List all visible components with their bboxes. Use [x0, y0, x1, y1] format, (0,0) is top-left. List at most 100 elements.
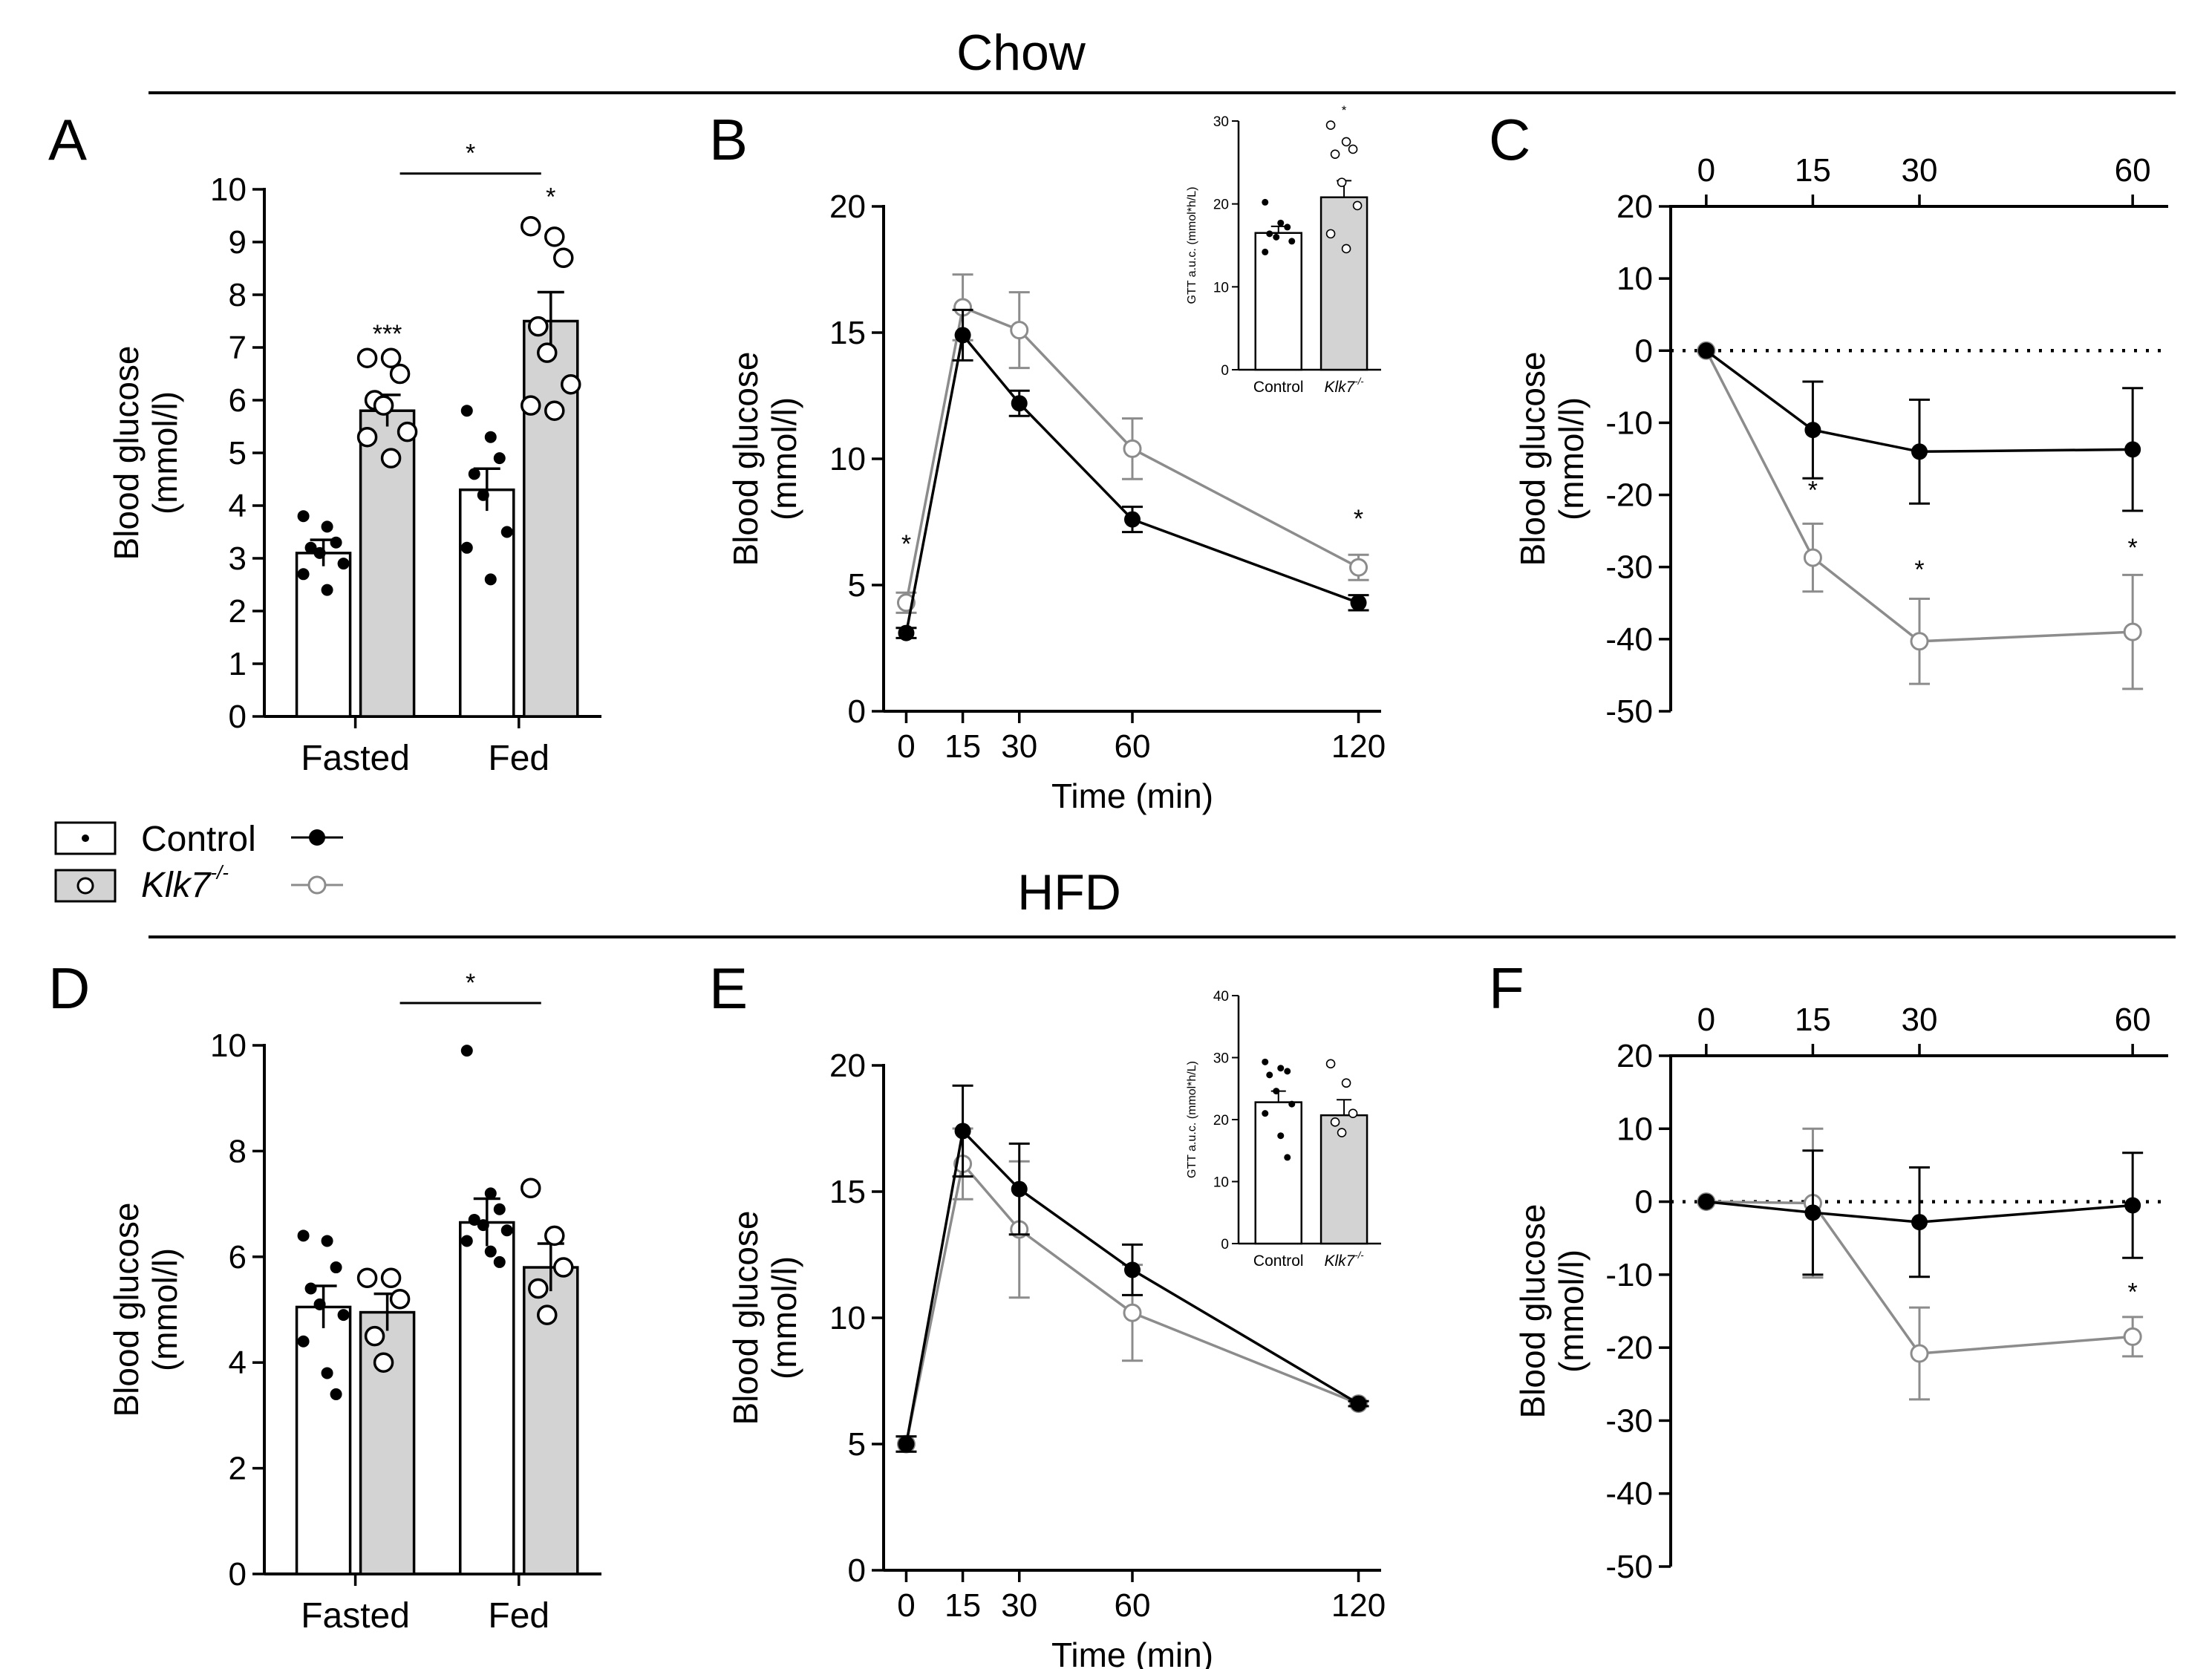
- legend-klk7-superscript: -/-: [210, 861, 229, 884]
- inset-data-point-klk7: [1337, 1128, 1347, 1137]
- data-point-control: [484, 573, 497, 586]
- series-line-klk7: [1706, 1200, 2133, 1355]
- inset-y-tick-label: 0: [1221, 1237, 1229, 1252]
- data-point-control: [1124, 1261, 1141, 1278]
- data-point-control: [1350, 594, 1367, 611]
- y-tick-label: 5: [848, 567, 866, 604]
- data-point-control: [297, 1335, 310, 1348]
- data-point-klk7: [1123, 439, 1142, 458]
- data-point-klk7: [380, 347, 402, 368]
- data-point-klk7: [364, 1325, 385, 1347]
- significance-star: *: [1354, 505, 1363, 533]
- y-axis-label-line1: Blood glucose: [107, 346, 146, 561]
- x-tick-label: 120: [1331, 1587, 1386, 1624]
- data-point-control: [468, 468, 480, 480]
- inset-data-point-control: [1273, 1088, 1280, 1095]
- y-tick-label: 0: [848, 1552, 866, 1589]
- y-axis-label-line2: (mmol/l): [146, 391, 184, 515]
- legend-klk7-swatch-dot: [76, 877, 94, 895]
- data-point-control: [313, 1298, 326, 1310]
- inset-data-point-control: [1288, 238, 1296, 245]
- data-point-control: [477, 1219, 489, 1232]
- inset-data-point-klk7: [1341, 137, 1351, 147]
- x-tick-label: 0: [897, 728, 915, 765]
- data-point-klk7: [561, 373, 581, 395]
- x-tick-label: 30: [1001, 1587, 1037, 1624]
- data-point-control: [1697, 342, 1715, 359]
- y-tick-label: 10: [1616, 1111, 1653, 1147]
- data-point-klk7: [528, 316, 549, 337]
- data-point-control: [1011, 1180, 1028, 1198]
- data-point-control: [337, 558, 350, 570]
- inset-y-tick-label: 30: [1213, 114, 1229, 130]
- inset-y-tick-label: 0: [1221, 363, 1229, 379]
- data-point-control: [297, 1229, 310, 1242]
- y-tick-label: 0: [848, 693, 866, 730]
- inset-data-point-control: [1262, 198, 1269, 206]
- significance-star: *: [1808, 476, 1818, 504]
- data-point-control: [321, 1235, 333, 1247]
- data-point-control: [484, 1245, 497, 1258]
- data-point-klk7: [373, 395, 394, 416]
- panel-a: A Blood glucose (mmol/l) 0 1 2 3 4 5 6 7 8 9 10 Fasted…: [48, 107, 601, 778]
- y-tick-label: 5: [848, 1426, 866, 1463]
- inset-data-point-control: [1277, 1065, 1285, 1072]
- y-tick-label: 10: [1616, 261, 1653, 297]
- data-point-control: [1804, 1204, 1821, 1221]
- significance-star: *: [901, 530, 911, 558]
- y-tick-label: 0: [1635, 1184, 1653, 1221]
- data-point-klk7: [1123, 1303, 1142, 1322]
- data-point-klk7: [380, 448, 402, 468]
- chow-header: Chow: [956, 25, 1086, 81]
- inset-bar-control: [1254, 1101, 1303, 1245]
- data-point-klk7: [1910, 1344, 1929, 1363]
- inset-data-point-klk7: [1341, 244, 1351, 254]
- data-point-control: [460, 541, 473, 554]
- x-tick-label: 60: [1115, 728, 1151, 765]
- data-point-klk7: [2123, 1327, 2142, 1346]
- inset-data-point-control: [1277, 1132, 1285, 1140]
- data-point-klk7: [2123, 622, 2142, 641]
- inset-y-axis-label: GTT a.u.c. (mmol*h/L): [1186, 187, 1198, 304]
- x-tick-label: 60: [1115, 1587, 1151, 1624]
- data-point-klk7: [537, 342, 558, 363]
- x-tick-label: 0: [1697, 152, 1715, 189]
- data-point-control: [500, 526, 513, 538]
- x-tick-label: 15: [1795, 1002, 1831, 1038]
- series-line-control: [1705, 349, 2133, 454]
- legend-control-label: Control: [141, 820, 256, 859]
- category-label: Fed: [488, 739, 549, 778]
- y-tick-label: 2: [229, 593, 247, 630]
- data-point-control: [297, 568, 310, 581]
- inset-bar-klk7: [1319, 196, 1368, 371]
- data-point-control: [500, 1224, 513, 1237]
- inset-significance-star: *: [1342, 103, 1347, 117]
- bar-control-0: [295, 1305, 352, 1575]
- x-tick-label: 15: [944, 1587, 981, 1624]
- y-tick-label: -20: [1605, 1330, 1653, 1366]
- data-point-klk7: [356, 426, 378, 448]
- y-axis-label-line1: Blood glucose: [726, 352, 765, 566]
- panel-c: C Blood glucose (mmol/l) -50 -40 -30 -20 -10 0 10…: [1489, 107, 2168, 730]
- panel-d: D Blood glucose (mmol/l) 0 2 4 6 8 10 Fasted Fed *: [48, 956, 601, 1636]
- legend-klk7-label: Klk7-/-: [141, 861, 229, 905]
- inset-category-superscript: -/-: [1354, 1250, 1364, 1261]
- data-point-control: [1124, 511, 1141, 528]
- y-tick-label: 7: [229, 330, 247, 366]
- data-point-control: [321, 1367, 333, 1379]
- y-tick-label: 10: [210, 1028, 247, 1064]
- y-tick-label: 20: [829, 1048, 866, 1084]
- bar-control-1: [459, 1221, 515, 1575]
- y-axis-label-line2: (mmol/l): [1552, 1250, 1591, 1373]
- y-tick-label: -50: [1605, 1549, 1653, 1585]
- y-tick-label: -10: [1605, 1257, 1653, 1293]
- significance-star: *: [2128, 1278, 2138, 1306]
- y-axis-label-line2: (mmol/l): [765, 397, 803, 520]
- y-tick-label: 10: [829, 1300, 866, 1336]
- data-point-control: [1697, 1193, 1715, 1210]
- data-point-control: [304, 541, 317, 554]
- series-line-klk7: [1705, 350, 2133, 643]
- y-tick-label: 0: [1635, 333, 1653, 369]
- y-tick-label: 8: [229, 1133, 247, 1169]
